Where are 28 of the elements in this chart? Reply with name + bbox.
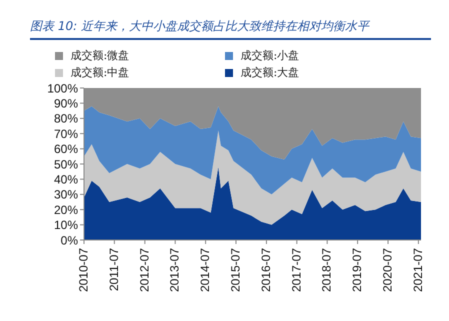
x-tick-label: 2013-07 (168, 248, 182, 292)
y-tick-label: 20% (54, 202, 78, 217)
x-tick-label: 2014-07 (198, 248, 212, 292)
x-tick-label: 2019-07 (350, 248, 364, 292)
x-tick-label: 2020-07 (380, 248, 395, 292)
y-tick-label: 50% (54, 157, 78, 172)
y-tick-label: 100% (47, 81, 78, 96)
x-tick-label: 2021-07 (410, 248, 425, 292)
legend-label: 成交额:小盘 (240, 48, 300, 63)
x-tick-label: 2016-07 (258, 248, 273, 292)
y-tick-label: 0% (60, 233, 78, 248)
y-tick-label: 40% (54, 172, 78, 186)
y-tick-label: 70% (54, 126, 78, 141)
chart-title: 图表 10: 近年来，大中小盘成交额占比大致维持在相对均衡水平 (30, 18, 369, 35)
x-tick-label: 2015-07 (228, 248, 242, 292)
y-tick-label: 30% (54, 188, 78, 202)
x-tick-label: 2011-07 (106, 248, 121, 292)
x-tick-label: 2010-07 (76, 248, 91, 292)
x-tick-label: 2012-07 (137, 248, 152, 292)
x-tick-label: 2018-07 (320, 248, 334, 292)
y-tick-label: 90% (54, 96, 78, 110)
legend-label: 成交额:微盘 (70, 48, 130, 63)
x-tick-label: 2017-07 (289, 248, 304, 292)
y-tick-label: 10% (54, 218, 78, 232)
y-tick-label: 60% (54, 142, 78, 156)
legend-label: 成交额:中盘 (70, 65, 130, 80)
y-tick-label: 80% (54, 112, 78, 126)
legend-label: 成交额:大盘 (240, 65, 300, 80)
